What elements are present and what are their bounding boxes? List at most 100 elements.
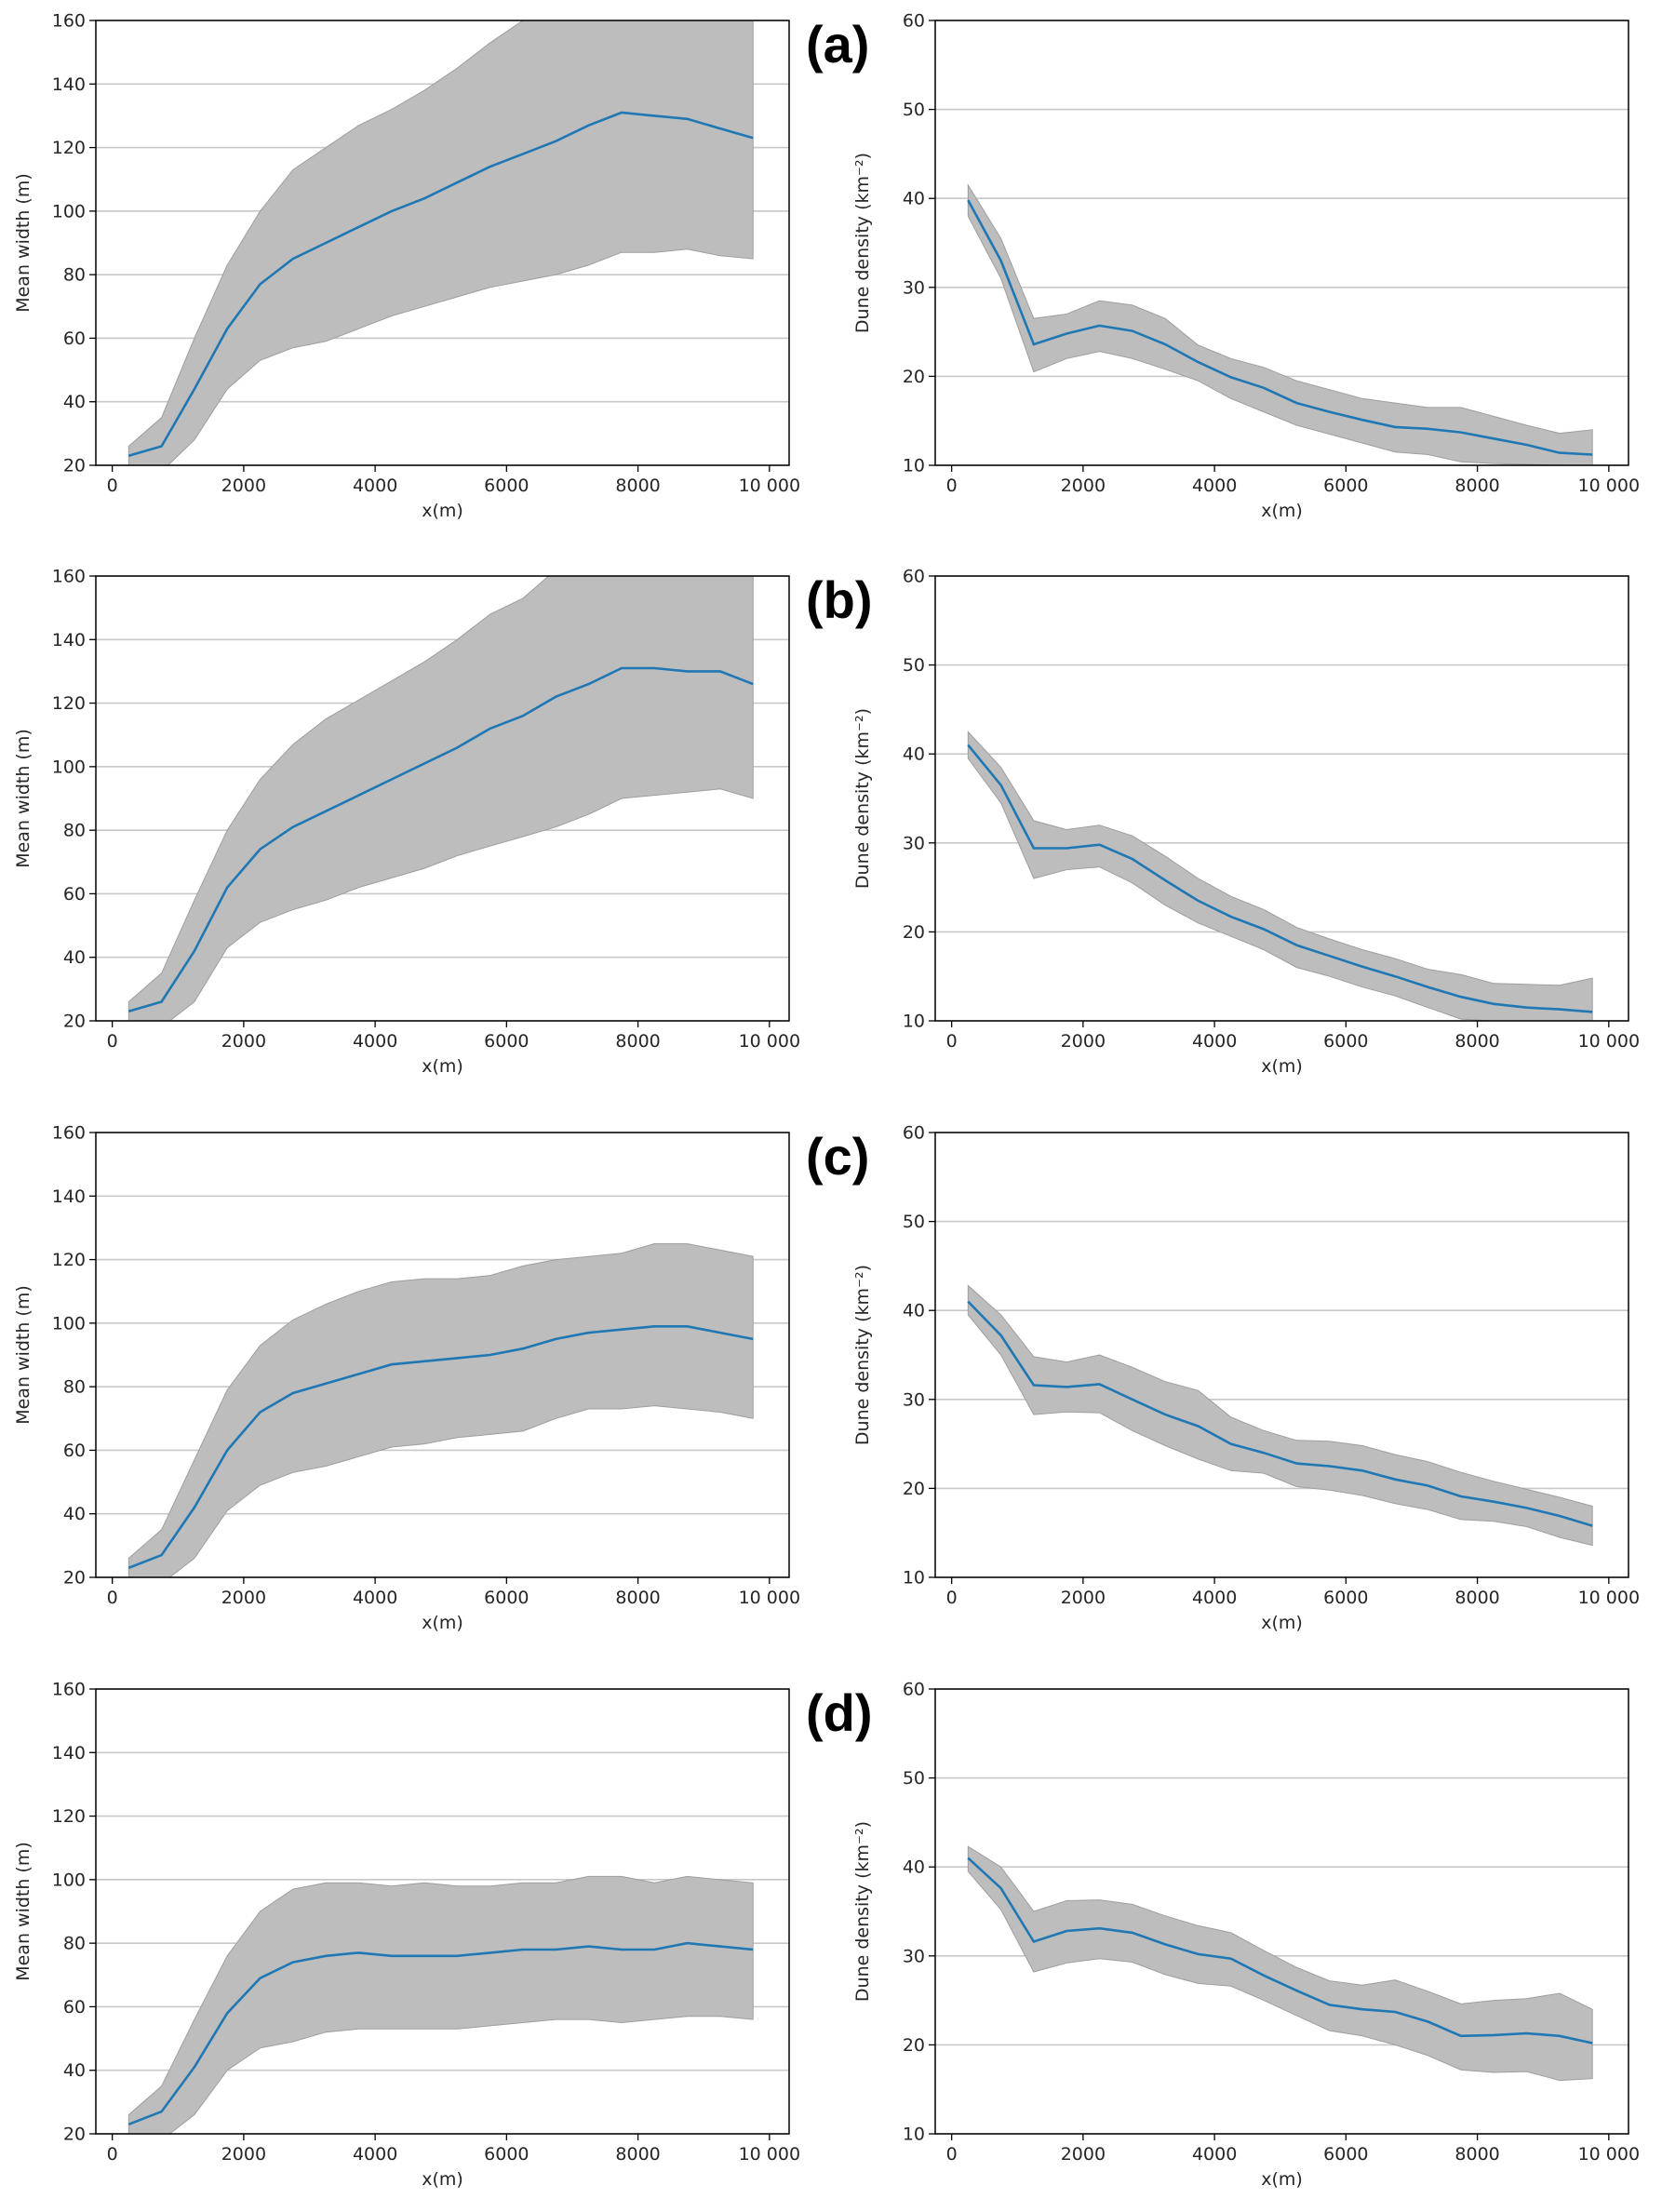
mean-line	[127, 111, 754, 458]
chart-c-width: 20 40 60 80 100 120 140 160 0 2000 4000 6000 8000 10 …	[13, 1123, 800, 1634]
y-tick-label: 140	[52, 1743, 86, 1763]
x-axis-label: x(m)	[422, 501, 463, 521]
y-tick-label: 160	[52, 11, 86, 32]
y-tick-label: 60	[63, 1441, 86, 1461]
y-tick-label: 40	[63, 2060, 86, 2081]
y-tick-label: 40	[903, 744, 925, 765]
x-axis-label: x(m)	[1261, 501, 1303, 521]
y-tick-label: 140	[52, 630, 86, 650]
y-tick-label: 20	[903, 367, 925, 387]
confidence-band	[127, 1243, 754, 1577]
y-tick-label: 10	[903, 1568, 925, 1589]
y-tick-label: 140	[52, 74, 86, 95]
x-tick-label: 0	[946, 1031, 958, 1052]
y-tick-label: 40	[63, 392, 86, 412]
confidence-band	[967, 731, 1593, 1021]
x-tick-label: 10 000	[739, 476, 800, 496]
x-axis-label: x(m)	[422, 1613, 463, 1633]
axes-frame	[934, 1132, 1629, 1578]
y-tick-label: 120	[52, 138, 86, 158]
y-tick-label: 30	[903, 833, 925, 853]
mean-line	[967, 1857, 1593, 2044]
x-tick-label: 2000	[221, 2144, 266, 2165]
axes-frame	[95, 20, 790, 466]
axes-frame	[934, 575, 1629, 1022]
y-tick-label: 80	[63, 1377, 86, 1398]
x-tick-label: 4000	[1192, 1031, 1237, 1052]
x-tick-label: 2000	[221, 1588, 266, 1608]
y-tick-label: 30	[903, 277, 925, 298]
x-tick-label: 6000	[484, 1588, 529, 1608]
x-tick-label: 0	[946, 1588, 958, 1608]
y-tick-label: 20	[63, 2125, 86, 2145]
y-tick-label: 100	[52, 201, 86, 221]
x-tick-label: 0	[946, 2144, 958, 2165]
axes-frame	[95, 1132, 790, 1578]
y-tick-label: 160	[52, 1123, 86, 1144]
y-tick-label: 40	[903, 1301, 925, 1321]
y-tick-label: 60	[63, 1997, 86, 2018]
y-tick-label: 140	[52, 1186, 86, 1207]
x-tick-label: 8000	[1454, 476, 1499, 496]
y-tick-label: 120	[52, 1250, 86, 1270]
x-tick-label: 10 000	[1578, 2144, 1640, 2165]
y-axis-label: Dune density (km⁻²)	[852, 708, 873, 889]
chart-c-density: 10 20 30 40 50 60 0 2000 4000 6000 8000 10 000 x(m) D…	[852, 1123, 1640, 1634]
x-tick-label: 6000	[1323, 1588, 1368, 1608]
x-tick-label: 0	[107, 476, 118, 496]
y-tick-label: 20	[903, 1479, 925, 1499]
y-tick-label: 60	[63, 328, 86, 349]
x-axis-label: x(m)	[422, 2169, 463, 2190]
x-tick-label: 0	[107, 1588, 118, 1608]
y-axis-label: Mean width (m)	[13, 1285, 34, 1425]
x-tick-label: 8000	[1454, 1588, 1499, 1608]
x-tick-label: 4000	[1192, 2144, 1237, 2165]
mean-line	[127, 666, 754, 1013]
x-tick-label: 2000	[1061, 1588, 1106, 1608]
y-tick-label: 20	[903, 922, 925, 943]
chart-a-width: 20 40 60 80 100 120 140 160 0 2000 4000 6000 8000 10 …	[13, 11, 800, 522]
y-tick-label: 60	[903, 567, 925, 587]
y-tick-label: 10	[903, 456, 925, 476]
y-tick-label: 80	[63, 1934, 86, 1954]
x-tick-label: 6000	[484, 1031, 529, 1052]
x-tick-label: 0	[946, 476, 958, 496]
x-tick-label: 2000	[1061, 476, 1106, 496]
x-tick-label: 6000	[1323, 476, 1368, 496]
x-tick-label: 6000	[1323, 1031, 1368, 1052]
mean-line	[967, 744, 1593, 1013]
y-tick-label: 30	[903, 1389, 925, 1410]
panel-label-c: (c)	[806, 1127, 869, 1186]
x-tick-label: 10 000	[1578, 476, 1640, 496]
x-tick-label: 8000	[615, 1031, 660, 1052]
x-axis-label: x(m)	[1261, 2169, 1303, 2190]
mean-line	[127, 1325, 754, 1570]
x-tick-label: 6000	[1323, 2144, 1368, 2165]
panel-label-a: (a)	[806, 15, 869, 74]
y-tick-label: 40	[63, 947, 86, 968]
x-tick-label: 8000	[615, 1588, 660, 1608]
confidence-band	[127, 1875, 754, 2134]
x-tick-label: 4000	[1192, 476, 1237, 496]
x-tick-label: 10 000	[739, 1031, 800, 1052]
y-tick-label: 10	[903, 2125, 925, 2145]
axes-frame	[95, 1688, 790, 2135]
x-tick-label: 10 000	[1578, 1031, 1640, 1052]
y-tick-label: 50	[903, 1212, 925, 1232]
mean-line	[967, 1300, 1593, 1527]
x-tick-label: 4000	[353, 1031, 397, 1052]
y-tick-label: 100	[52, 757, 86, 777]
axes-frame	[934, 1688, 1629, 2135]
y-tick-label: 20	[63, 456, 86, 476]
x-axis-label: x(m)	[422, 1056, 463, 1077]
y-tick-label: 20	[63, 1012, 86, 1032]
confidence-band	[127, 20, 754, 465]
mean-line	[967, 199, 1593, 456]
x-tick-label: 8000	[1454, 1031, 1499, 1052]
x-tick-label: 2000	[1061, 1031, 1106, 1052]
y-tick-label: 40	[903, 189, 925, 209]
y-tick-label: 60	[903, 1123, 925, 1144]
panel-label-d: (d)	[806, 1683, 873, 1742]
x-tick-label: 4000	[1192, 1588, 1237, 1608]
